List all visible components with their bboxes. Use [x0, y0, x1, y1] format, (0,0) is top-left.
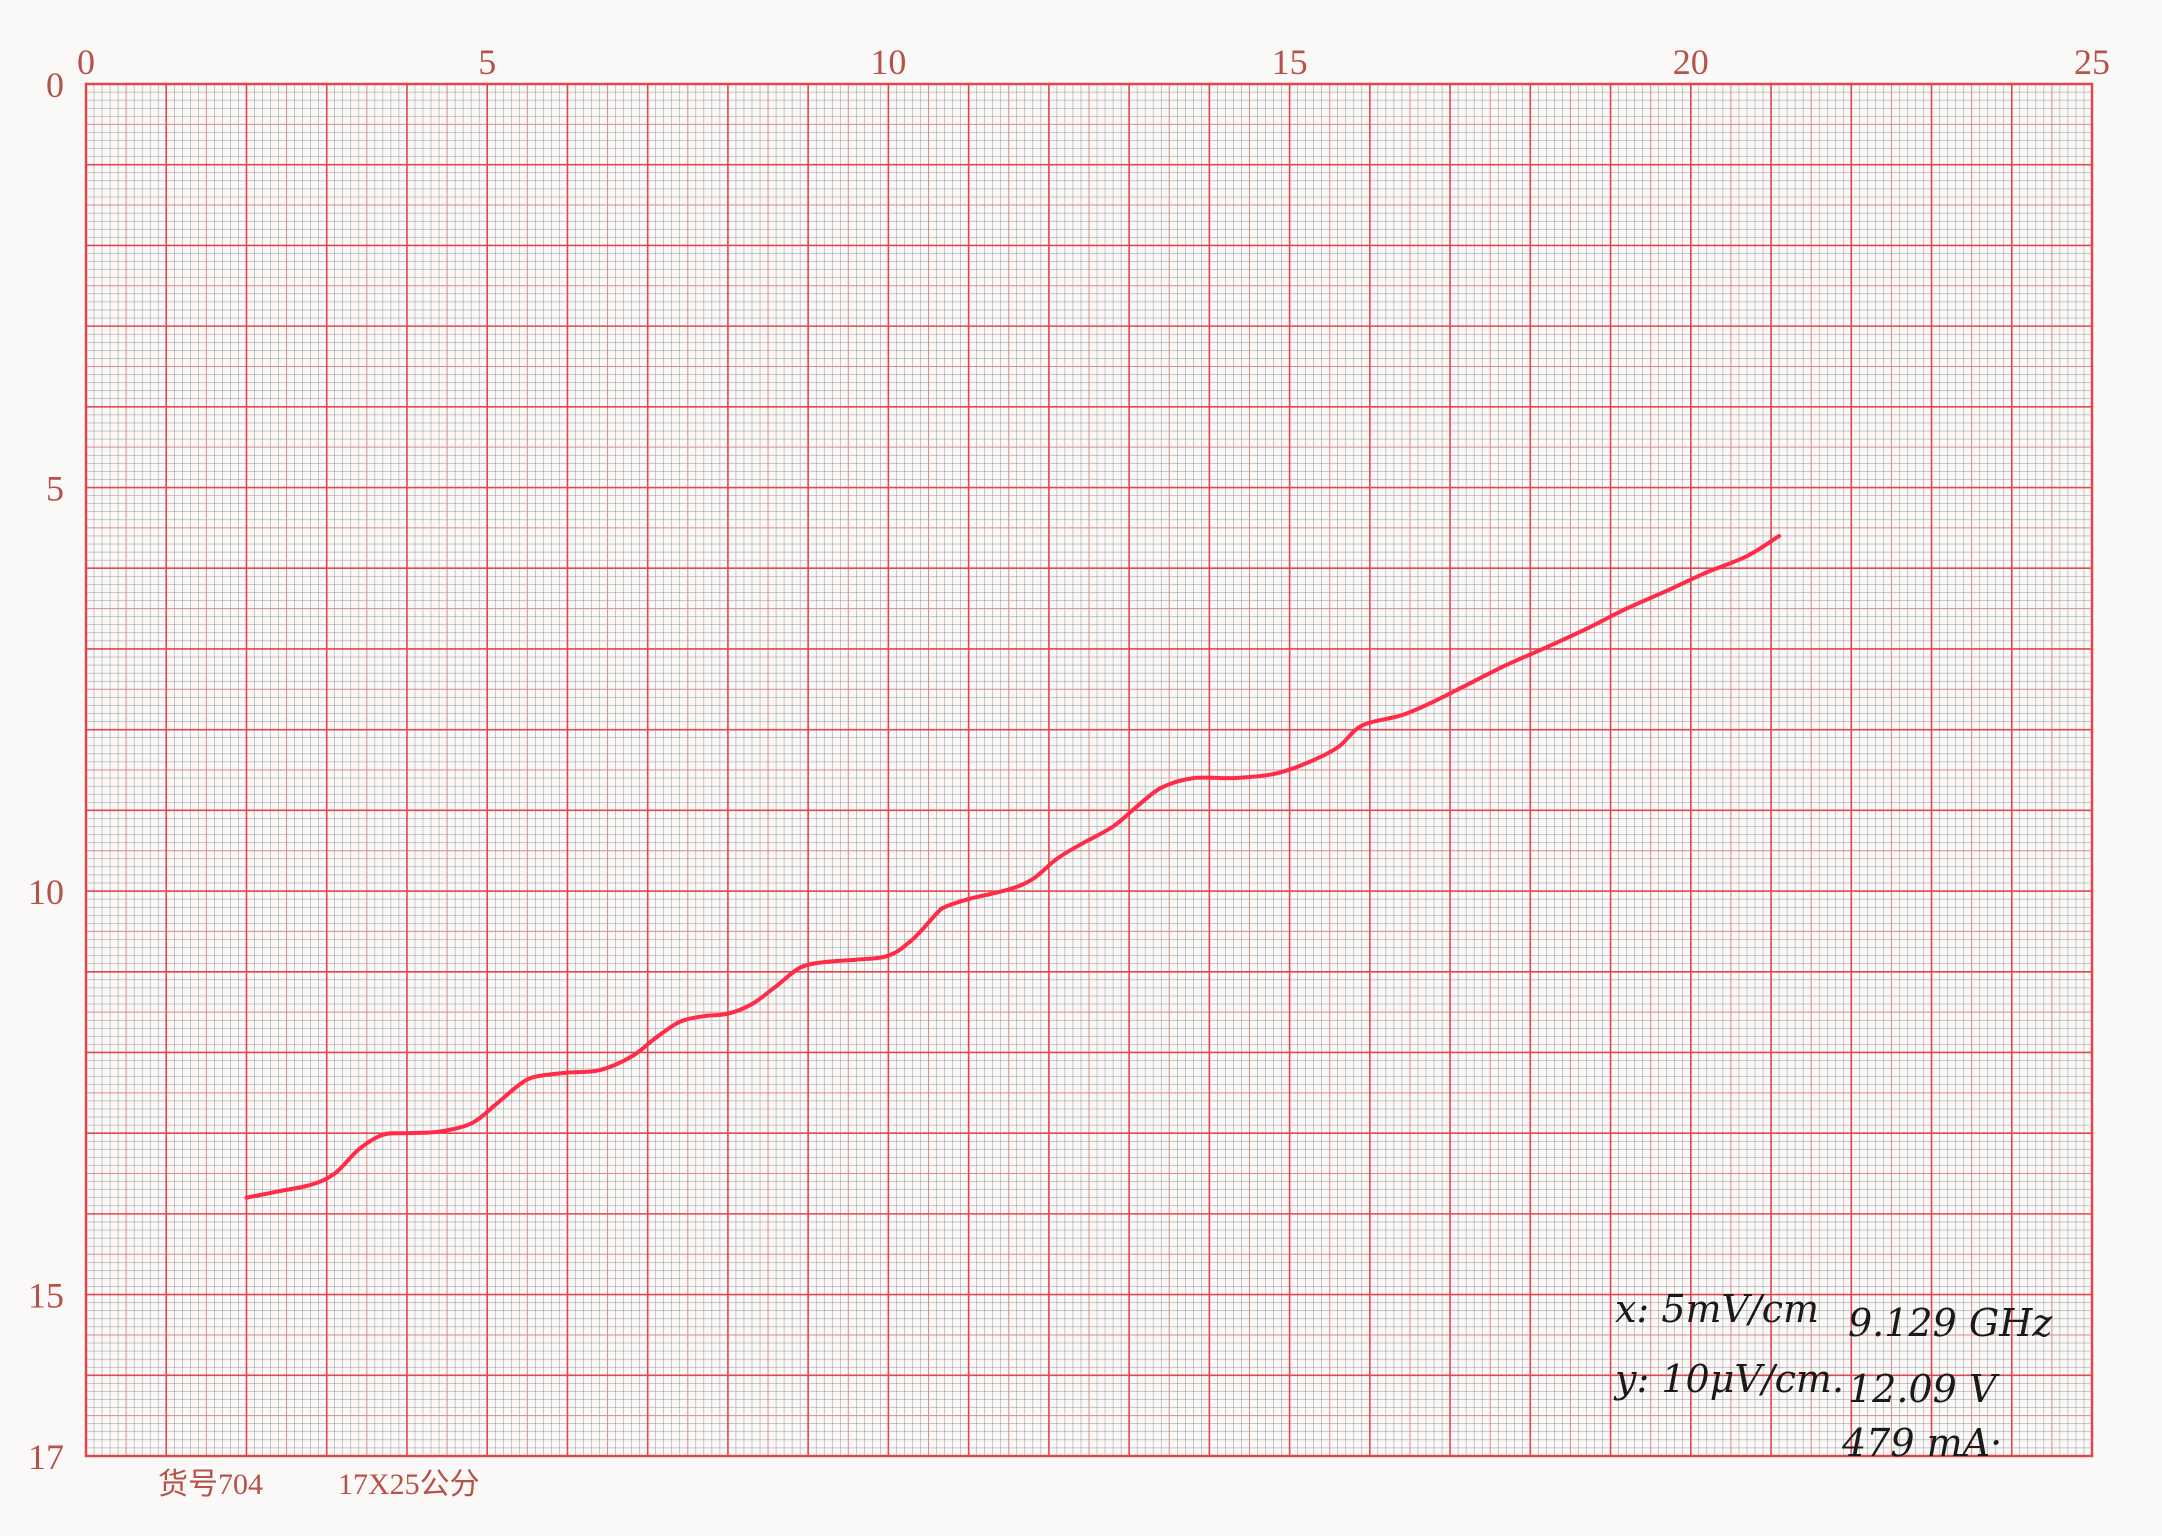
data-point: [358, 1148, 360, 1151]
paper-footer: 货号704 17X25公分: [158, 1468, 480, 1501]
data-point: [438, 1130, 440, 1133]
data-point: [1505, 664, 1508, 666]
paper-size: 17X25公分: [338, 1468, 480, 1501]
data-point: [1336, 746, 1339, 749]
data-point: [277, 1190, 280, 1193]
data-point: [470, 1122, 472, 1125]
mid-grid: [86, 84, 2092, 1456]
data-point: [1665, 590, 1668, 592]
data-point: [1136, 805, 1138, 808]
data-point: [1401, 714, 1403, 716]
x-tick-labels: 0 5 10 15 20 25: [77, 42, 2110, 82]
y-tick-label: 17: [28, 1437, 64, 1477]
data-point: [630, 1055, 633, 1058]
data-point: [1585, 627, 1588, 630]
data-point: [382, 1133, 384, 1136]
plot-border: [84, 82, 2094, 1458]
data-point: [823, 961, 826, 963]
data-point: [406, 1132, 408, 1134]
handwritten-notes: x: 5mV/cm y: 10μV/cm. 9.129 GHz 12.09 V …: [1613, 1287, 2053, 1465]
data-point: [1192, 777, 1195, 779]
data-point: [1080, 843, 1082, 846]
data-point: [1304, 762, 1307, 765]
data-point: [1545, 646, 1548, 649]
y-scale-note: y: 10μV/cm.: [1613, 1357, 1844, 1401]
data-point: [703, 1015, 705, 1017]
data-point: [799, 966, 801, 969]
data-point: [1007, 888, 1010, 891]
current-note: 479 mA·: [1841, 1421, 2002, 1465]
x-tick-label: 5: [478, 42, 496, 82]
data-point: [751, 1003, 753, 1005]
data-point: [1272, 773, 1275, 775]
data-point: [1778, 535, 1780, 537]
data-point: [1706, 571, 1708, 574]
y-tick-labels: 0 5 10 15 17: [28, 65, 64, 1477]
x-tick-label: 25: [2074, 42, 2110, 82]
data-point: [598, 1069, 601, 1072]
y-tick-label: 15: [28, 1276, 64, 1316]
data-point: [887, 954, 890, 957]
data-point: [775, 985, 777, 988]
data-point: [1433, 700, 1435, 703]
data-point: [566, 1071, 569, 1074]
data-point: [1112, 825, 1114, 828]
x-tick-label: 20: [1673, 42, 1709, 82]
x-tick-label: 10: [870, 42, 906, 82]
data-point: [1056, 857, 1058, 860]
data-point: [534, 1075, 537, 1078]
data-point: [1032, 878, 1034, 880]
data-point: [967, 898, 970, 900]
data-point: [855, 958, 858, 961]
y-tick-label: 10: [28, 872, 64, 912]
data-point: [1361, 724, 1363, 727]
data-point: [1232, 777, 1235, 779]
data-point: [1625, 607, 1628, 610]
data-point: [333, 1172, 336, 1175]
data-point: [309, 1184, 312, 1186]
data-point: [518, 1083, 521, 1086]
x-tick-label: 0: [77, 42, 95, 82]
y-tick-label: 0: [46, 65, 64, 105]
data-point: [494, 1104, 497, 1106]
data-point: [935, 912, 938, 915]
voltage-note: 12.09 V: [1848, 1367, 2000, 1411]
paper-item-number: 货号704: [158, 1468, 263, 1501]
y-tick-label: 5: [46, 469, 64, 509]
data-point: [727, 1012, 729, 1015]
data-point: [943, 906, 946, 908]
x-scale-note: x: 5mV/cm: [1615, 1287, 1819, 1331]
data-point: [1160, 786, 1163, 789]
data-point: [911, 938, 914, 941]
data-point: [1465, 684, 1467, 687]
frequency-note: 9.129 GHz: [1848, 1301, 2053, 1345]
x-tick-label: 15: [1272, 42, 1308, 82]
data-point: [654, 1037, 657, 1039]
data-point: [1746, 555, 1748, 557]
data-series: [244, 534, 1782, 1200]
data-point: [245, 1196, 248, 1199]
data-point: [678, 1021, 681, 1023]
